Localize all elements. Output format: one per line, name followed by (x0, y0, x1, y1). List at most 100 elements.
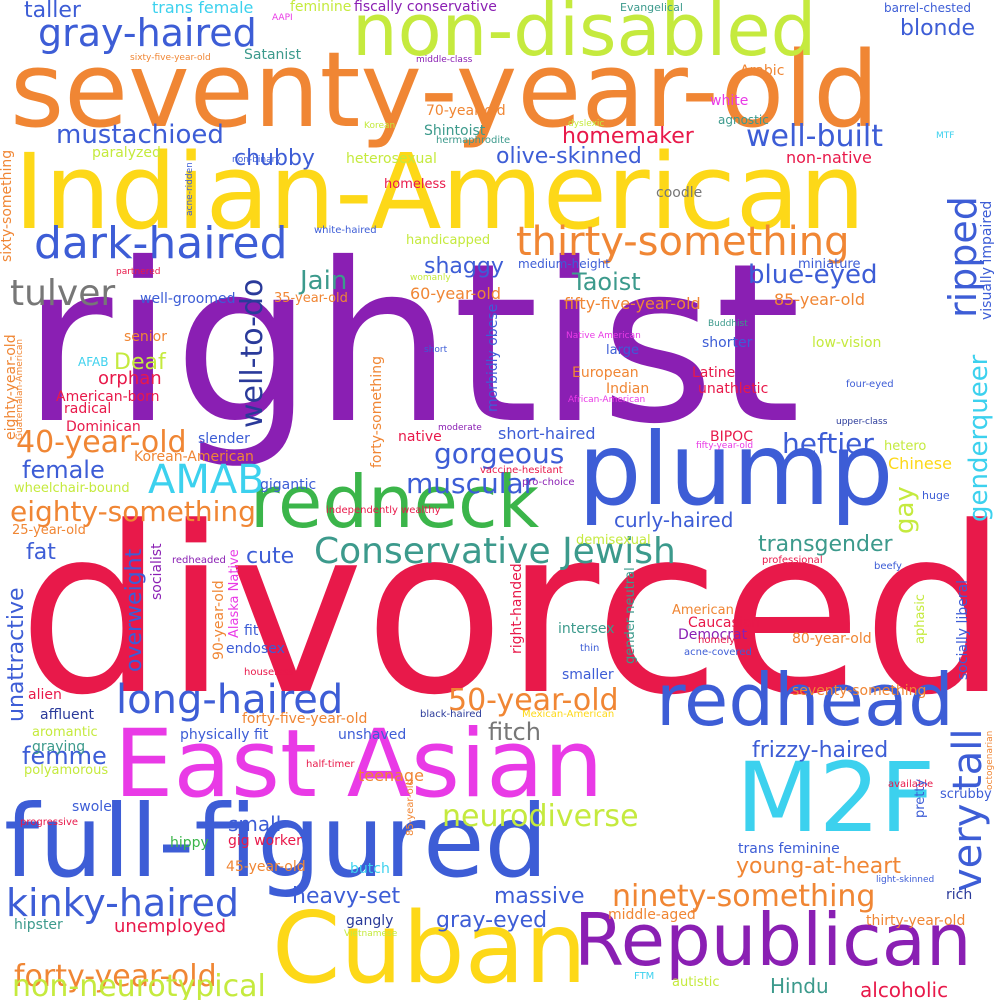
word-50-year-old: 50-year-old (448, 683, 619, 718)
word-guatemalan-american: Guatemalan-American (15, 338, 25, 440)
word-handicapped: handicapped (406, 233, 491, 248)
word-radical: radical (64, 401, 112, 417)
word-native: native (398, 429, 442, 445)
word-native-american: Native American (566, 331, 641, 341)
word-non-binary: non-binary (232, 155, 281, 165)
word-miniature: miniature (798, 257, 861, 272)
word-houseless: houseless (244, 667, 294, 678)
word-amab: AMAB (148, 457, 265, 503)
word-pro-choice: pro-choice (522, 477, 575, 488)
word-octogenarian: octogenarian (985, 730, 995, 790)
word-mtf: MTF (936, 131, 955, 141)
word-shorter: shorter (702, 335, 753, 351)
word-mexican-american: Mexican-American (522, 709, 615, 720)
word-huge: huge (922, 489, 950, 502)
word-conservative-jewish: Conservative Jewish (314, 531, 676, 572)
word-alien: alien (28, 687, 62, 703)
word-genderqueer: genderqueer (964, 354, 994, 522)
word-35-year-old: 35-year-old (274, 291, 348, 306)
word-scrubby: scrubby (940, 787, 992, 802)
word-dark-haired: dark-haired (34, 218, 288, 269)
word-short-haired: short-haired (498, 424, 596, 443)
word-non-neurotypical: non-neurotypical (12, 969, 266, 1000)
word-progressive: progressive (20, 817, 79, 828)
word-forty-five-year-old: forty-five-year-old (242, 711, 368, 727)
word-acne-ridden: acne-ridden (185, 162, 195, 216)
word-medium-height: medium-height (518, 257, 610, 271)
word-available: available (888, 779, 934, 790)
word-smaller: smaller (562, 667, 614, 683)
word-american-born: American-born (56, 389, 160, 405)
word-independently-wealthy: independently wealthy (326, 505, 441, 516)
word-european: European (572, 365, 639, 381)
word-american: American (672, 603, 734, 618)
word-frizzy-haired: frizzy-haired (752, 738, 889, 763)
word-blonde: blonde (900, 16, 975, 41)
word-thin: thin (580, 643, 600, 654)
word-90-year-old: 90-year-old (211, 580, 227, 660)
word-chubby: chubby (234, 146, 315, 171)
word-olive-skinned: olive-skinned (496, 144, 642, 169)
word-white-haired: white-haired (314, 225, 377, 236)
word-fit: fit (244, 623, 259, 639)
word-black-haired: black-haired (420, 709, 482, 720)
word-85-year-old: 85-year-old (774, 290, 865, 309)
word-non-disabled: non-disabled (352, 0, 817, 72)
word-gigantic: gigantic (260, 477, 317, 493)
word-trans-feminine: trans feminine (738, 841, 840, 857)
word-right-handed: right-handed (509, 563, 525, 654)
word-homeless: homeless (384, 177, 447, 192)
word-25-year-old: 25-year-old (12, 523, 86, 538)
word-eighty-something: eighty-something (10, 495, 256, 528)
word-femme: femme (22, 742, 107, 770)
word-overweight: overweight (122, 548, 147, 672)
word-fifty-year-old: fifty-year-old (696, 441, 754, 451)
word-small: small (228, 812, 282, 836)
word-homemaker: homemaker (562, 124, 694, 149)
word-shaggy: shaggy (424, 254, 504, 279)
word-massive: massive (494, 884, 585, 909)
word-endosex: endosex (226, 641, 285, 657)
word-alaska-native: Alaska Native (227, 549, 242, 638)
word-redhead: redhead (656, 658, 954, 742)
word-mustachioed: mustachioed (56, 120, 224, 150)
word-ripped: ripped (941, 196, 985, 318)
word-jain: Jain (300, 266, 348, 296)
word-tulver: tulver (10, 273, 116, 314)
word-alcoholic: alcoholic (860, 978, 949, 1000)
word-east-asian: East Asian (114, 710, 604, 819)
word-heftier: heftier (782, 427, 874, 460)
word-socially-liberal: socially liberal (955, 579, 971, 680)
word-heterosexual: heterosexual (346, 151, 437, 167)
word-korean: Korean (364, 121, 396, 131)
word-young-at-heart: young-at-heart (736, 854, 901, 879)
word-cute: cute (246, 544, 295, 569)
word-beefy: beefy (874, 561, 902, 572)
word-trans-female: trans female (152, 0, 254, 17)
word-affluent: affluent (40, 707, 94, 723)
word-rightist: rightist (22, 216, 801, 472)
word-gorgeous: gorgeous (434, 437, 565, 470)
word-plump: plump (578, 411, 894, 528)
word-acne-covered: acne-covered (684, 647, 752, 658)
word-forty-year-old: forty-year-old (14, 959, 217, 994)
word-blue-eyed: blue-eyed (748, 260, 878, 290)
word-taoist: Taoist (572, 268, 641, 296)
word-hippy: hippy (170, 835, 209, 851)
word-fifty-five-year-old: fifty-five-year-old (564, 294, 701, 313)
word-gray-haired: gray-haired (38, 11, 257, 55)
word-visually-impaired: visually impaired (979, 200, 995, 320)
word-taller: taller (24, 0, 81, 23)
word-fat: fat (26, 540, 56, 565)
word-arabic: Arabic (740, 63, 785, 79)
word-morbidly-obese: morbidly obese (485, 303, 501, 412)
word-polyamorous: polyamorous (24, 763, 109, 778)
word-unattractive: unattractive (4, 587, 29, 722)
word-neurodiverse: neurodiverse (442, 799, 639, 834)
word-demisexual: demisexual (576, 533, 651, 548)
word-gangly: gangly (346, 913, 394, 929)
word-partnered: partnered (116, 267, 161, 277)
word-agnostic: agnostic (718, 113, 769, 127)
word-fiscally-conservative: fiscally conservative (354, 0, 497, 15)
word-professional: professional (762, 555, 823, 566)
